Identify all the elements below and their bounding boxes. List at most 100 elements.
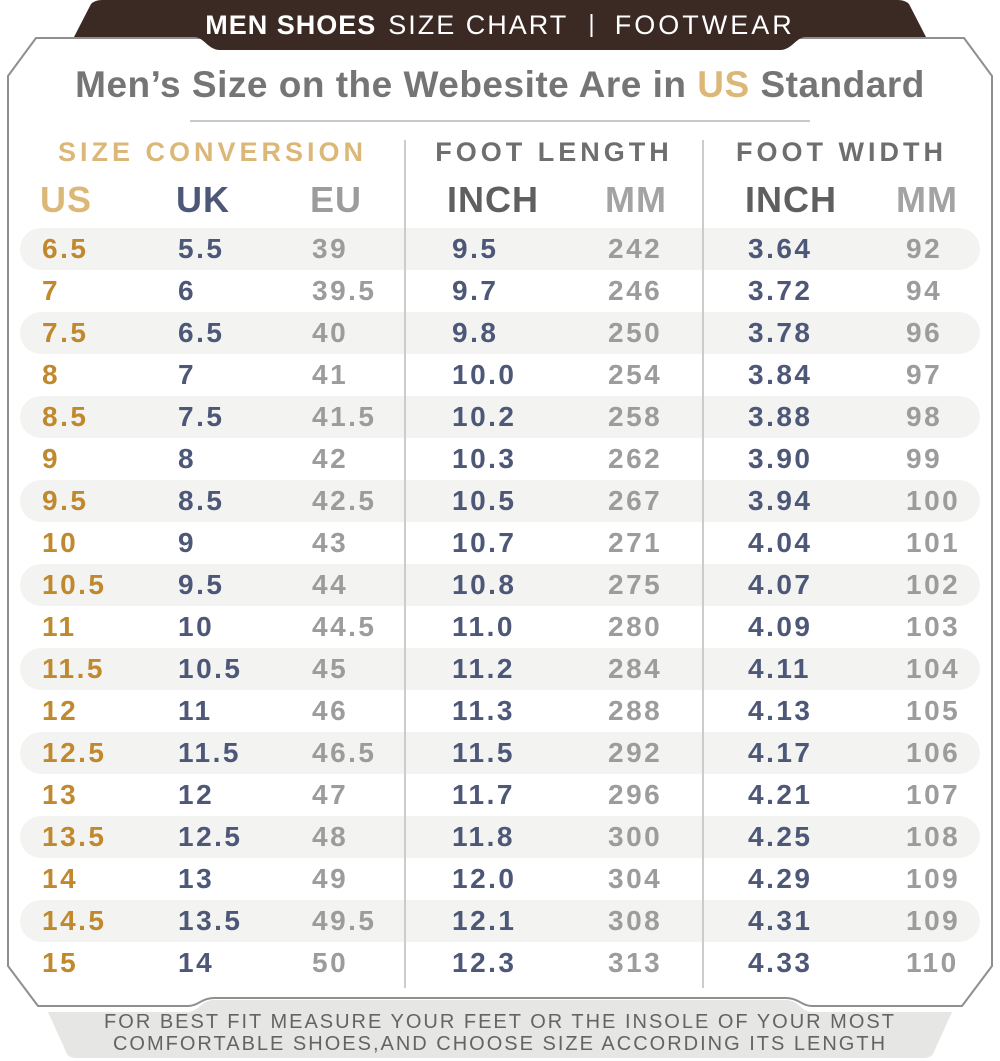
table-cell: 12 — [178, 779, 215, 810]
table-cell: 13 — [42, 779, 79, 810]
table-cell: 242 — [608, 233, 663, 264]
table-cell: 280 — [608, 611, 663, 642]
column-header-width-inch: INCH — [745, 179, 837, 220]
table-cell: 46 — [312, 695, 349, 726]
table-cell: 12 — [42, 695, 79, 726]
column-header-eu: EU — [310, 179, 363, 220]
table-cell: 7 — [42, 275, 61, 306]
table-cell: 284 — [608, 653, 663, 684]
table-cell: 8 — [178, 443, 197, 474]
table-cell: 4.04 — [748, 527, 813, 558]
banner-category-label: FOOTWEAR — [614, 9, 795, 40]
table-cell: 11.8 — [452, 821, 515, 852]
table-cell: 4.33 — [748, 947, 813, 978]
table-row: 10 9 43 10.7 271 4.04 101 — [20, 522, 980, 564]
table-cell: 4.09 — [748, 611, 813, 642]
banner-brand-label: MEN SHOES — [205, 9, 377, 40]
table-row: 12.5 11.5 46.5 11.5 292 4.17 106 — [20, 732, 980, 774]
table-cell: 46.5 — [312, 737, 377, 768]
table-row: 11 10 44.5 11.0 280 4.09 103 — [20, 606, 980, 648]
column-header-row: US UK EU INCH MM INCH MM — [20, 172, 980, 228]
table-cell: 300 — [608, 821, 663, 852]
table-cell: 9.5 — [178, 569, 225, 600]
table-cell: 14 — [42, 863, 79, 894]
column-header-width-mm: MM — [896, 179, 958, 220]
table-cell: 10.0 — [452, 359, 517, 390]
table-row: 9.5 8.5 42.5 10.5 267 3.94 100 — [20, 480, 980, 522]
table-cell: 11 — [42, 611, 77, 642]
banner-separator: | — [588, 9, 595, 38]
table-row: 13.5 12.5 48 11.8 300 4.25 108 — [20, 816, 980, 858]
table-cell: 45 — [312, 653, 349, 684]
column-header-uk: UK — [176, 179, 230, 220]
group-header-foot-length: FOOT LENGTH — [435, 137, 673, 167]
vertical-divider — [404, 140, 406, 988]
table-cell: 100 — [906, 485, 961, 516]
table-cell: 6 — [178, 275, 197, 306]
table-cell: 9 — [42, 443, 61, 474]
banner: MEN SHOES SIZE CHART | FOOTWEAR — [0, 0, 1000, 50]
table-cell: 101 — [906, 527, 961, 558]
table-cell: 250 — [608, 317, 663, 348]
table-cell: 14.5 — [42, 905, 107, 936]
table-cell: 12.0 — [452, 863, 517, 894]
table-cell: 12.1 — [452, 905, 517, 936]
table-body: 6.5 5.5 39 9.5 242 3.64 92 7 6 39.5 9.7 246 3.72 94 7.… — [20, 228, 980, 984]
table-row: 8 7 41 10.0 254 3.84 97 — [20, 354, 980, 396]
table-cell: 4.17 — [748, 737, 813, 768]
table-cell: 10.7 — [452, 527, 517, 558]
table-cell: 8.5 — [178, 485, 225, 516]
table-cell: 108 — [906, 821, 961, 852]
table-cell: 4.21 — [748, 779, 813, 810]
table-row: 9 8 42 10.3 262 3.90 99 — [20, 438, 980, 480]
table-cell: 3.90 — [748, 443, 813, 474]
table-row: 11.5 10.5 45 11.2 284 4.11 104 — [20, 648, 980, 690]
table-cell: 110 — [906, 947, 959, 978]
table-cell: 102 — [906, 569, 961, 600]
table-cell: 92 — [906, 233, 943, 264]
footer-line-1: FOR BEST FIT MEASURE YOUR FEET OR THE IN… — [104, 1011, 896, 1033]
table-cell: 13.5 — [42, 821, 107, 852]
footer-ribbon — [48, 1000, 952, 1058]
table-cell: 10.2 — [452, 401, 517, 432]
table-cell: 11.2 — [452, 653, 515, 684]
table-cell: 288 — [608, 695, 663, 726]
footer-line-2: COMFORTABLE SHOES,AND CHOOSE SIZE ACCORD… — [112, 1033, 888, 1055]
table-cell: 6.5 — [178, 317, 225, 348]
table-cell: 104 — [906, 653, 961, 684]
table-cell: 296 — [608, 779, 663, 810]
table-cell: 47 — [312, 779, 349, 810]
size-table: SIZE CONVERSION FOOT LENGTH FOOT WIDTH U… — [20, 132, 980, 988]
table-cell: 105 — [906, 695, 961, 726]
table-cell: 246 — [608, 275, 663, 306]
group-header-size-conversion: SIZE CONVERSION — [57, 137, 368, 167]
table-cell: 12.5 — [178, 821, 243, 852]
group-header-foot-width: FOOT WIDTH — [736, 137, 947, 167]
table-row: 12 11 46 11.3 288 4.13 105 — [20, 690, 980, 732]
table-cell: 48 — [312, 821, 349, 852]
table-cell: 11.5 — [42, 653, 105, 684]
table-row: 15 14 50 12.3 313 4.33 110 — [20, 942, 980, 984]
title-pre: Men’s Size on the Webesite Are in — [75, 64, 698, 105]
table-cell: 9 — [178, 527, 197, 558]
table-row: 6.5 5.5 39 9.5 242 3.64 92 — [20, 228, 980, 270]
table-cell: 4.07 — [748, 569, 813, 600]
table-cell: 103 — [906, 611, 961, 642]
title-post: Standard — [749, 64, 925, 105]
table-cell: 12.3 — [452, 947, 517, 978]
table-cell: 267 — [608, 485, 663, 516]
table-cell: 7.5 — [42, 317, 89, 348]
table-cell: 5.5 — [178, 233, 225, 264]
table-cell: 3.72 — [748, 275, 813, 306]
table-cell: 9.5 — [452, 233, 499, 264]
footer-note: FOR BEST FIT MEASURE YOUR FEET OR THE IN… — [0, 1008, 1000, 1058]
table-cell: 11.0 — [452, 611, 515, 642]
table-cell: 49.5 — [312, 905, 377, 936]
table-cell: 3.78 — [748, 317, 813, 348]
table-cell: 99 — [906, 443, 943, 474]
table-cell: 262 — [608, 443, 663, 474]
table-row: 8.5 7.5 41.5 10.2 258 3.88 98 — [20, 396, 980, 438]
column-header-us: US — [40, 179, 93, 220]
table-cell: 50 — [312, 947, 349, 978]
table-row: 10.5 9.5 44 10.8 275 4.07 102 — [20, 564, 980, 606]
